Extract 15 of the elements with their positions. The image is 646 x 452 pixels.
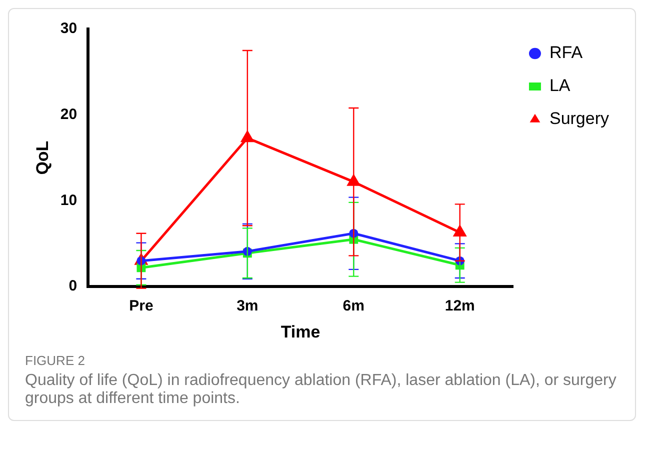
legend-label: RFA <box>549 43 584 62</box>
caption: FIGURE 2 <box>25 353 86 368</box>
y-axis-title: QoL <box>32 140 52 175</box>
y-tick-label: 30 <box>60 20 78 38</box>
legend-label: LA <box>549 76 571 96</box>
y-tick-label: 0 <box>68 278 78 295</box>
legend-label: Surgery <box>549 109 610 128</box>
x-tick-label: 12m <box>444 298 475 315</box>
text: Quality of life (QoL) in radiofrequency ablation (RFA), laser ablation (LA), or surgery groups at different time points. <box>25 372 618 408</box>
x-tick-label: Pre <box>129 298 154 315</box>
y-tick-label: 10 <box>60 192 78 209</box>
x-tick-label: 6m <box>342 298 364 315</box>
y-tick-label: 20 <box>60 106 78 124</box>
x-tick-label: 3m <box>236 298 258 315</box>
x-axis-title: Time <box>280 322 320 342</box>
